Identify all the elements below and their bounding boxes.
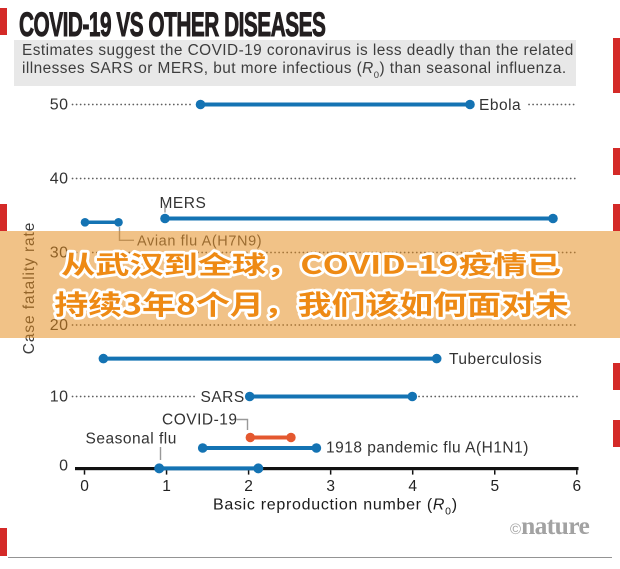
svg-text:Ebola: Ebola (479, 97, 521, 114)
svg-text:40: 40 (50, 171, 69, 188)
svg-text:SARS: SARS (201, 389, 245, 406)
svg-text:0: 0 (59, 457, 68, 474)
svg-text:Basic reproduction number (R0): Basic reproduction number (R0) (213, 497, 458, 518)
svg-text:3: 3 (326, 478, 335, 495)
svg-text:MERS: MERS (160, 195, 207, 212)
svg-text:Seasonal flu: Seasonal flu (86, 431, 177, 448)
svg-text:6: 6 (572, 478, 581, 495)
svg-text:2: 2 (244, 478, 253, 495)
svg-text:0: 0 (80, 478, 89, 495)
svg-text:COVID-19: COVID-19 (162, 412, 238, 429)
svg-text:10: 10 (50, 389, 69, 406)
svg-text:1918 pandemic flu A(H1N1): 1918 pandemic flu A(H1N1) (326, 440, 529, 457)
svg-text:5: 5 (490, 478, 499, 495)
svg-text:4: 4 (408, 478, 417, 495)
svg-text:50: 50 (50, 97, 69, 114)
svg-text:1: 1 (162, 478, 171, 495)
svg-text:Tuberculosis: Tuberculosis (449, 351, 542, 368)
